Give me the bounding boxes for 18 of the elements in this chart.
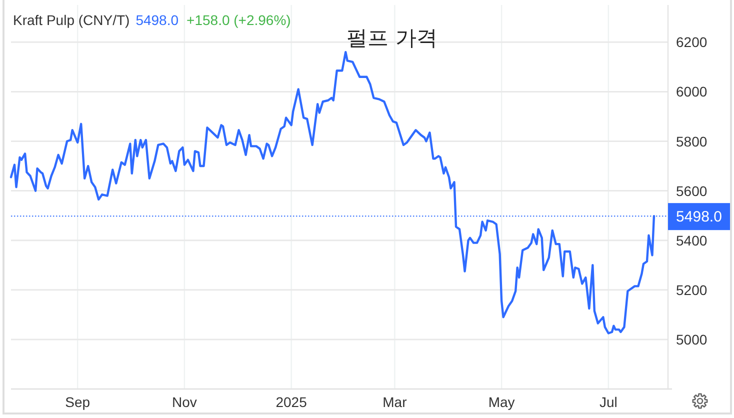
y-tick-label: 5200: [676, 282, 708, 298]
annotation: +158.0 (+2.96%): [186, 12, 291, 28]
y-tick-label: 6000: [676, 84, 708, 100]
text: 펄프 가격: [346, 26, 438, 50]
annotation: 5498.0: [136, 12, 179, 28]
ref-line-label: 5498.0: [676, 208, 722, 226]
x-tick-label: Jul: [599, 394, 618, 410]
y-tick-label: 5000: [676, 331, 708, 348]
x-tick-label: Nov: [172, 394, 197, 410]
y-tick-label: 5600: [676, 182, 708, 199]
x-tick-label: 2025: [276, 394, 308, 410]
y-tick-label: 5800: [676, 133, 708, 150]
x-tick-label: Sep: [65, 394, 90, 410]
y-tick-label: 6200: [676, 34, 708, 50]
text: Kraft Pulp (CNY/T): [13, 12, 130, 28]
y-tick-label: 5400: [676, 232, 708, 248]
x-tick-label: Mar: [382, 394, 408, 410]
x-tick-label: May: [488, 394, 515, 410]
